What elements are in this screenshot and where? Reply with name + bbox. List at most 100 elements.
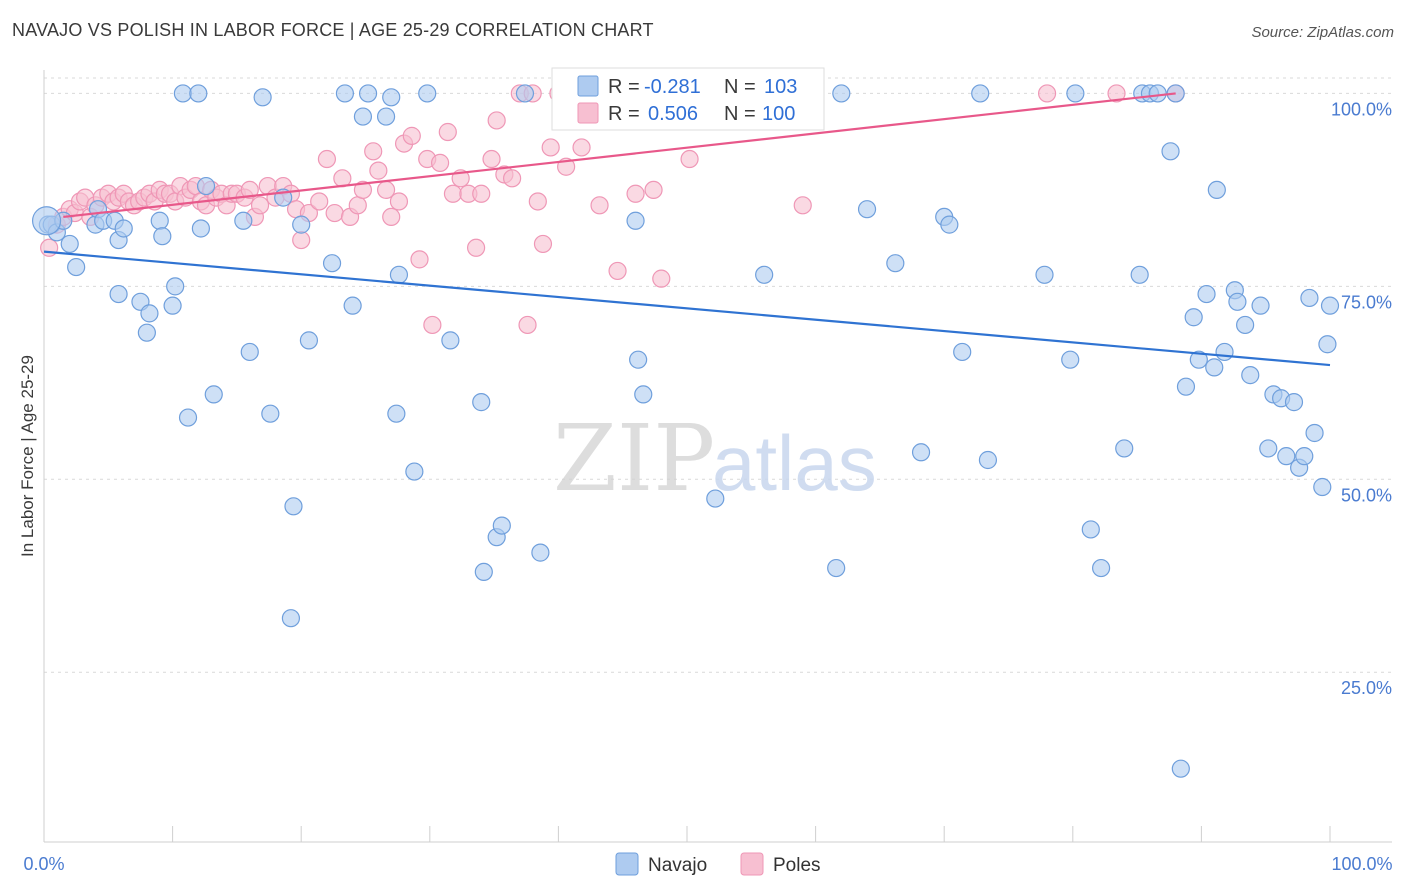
poles-point <box>402 126 421 145</box>
legend-navajo-n-value: 103 <box>764 76 797 98</box>
navajo-point <box>953 342 972 362</box>
navajo-point <box>1320 296 1340 315</box>
x-ticks <box>43 826 1331 842</box>
navajo-point <box>1236 315 1255 335</box>
poles-point <box>472 184 491 203</box>
poles-point <box>541 138 560 157</box>
navajo-point <box>67 257 86 277</box>
navajo-point <box>706 489 725 508</box>
poles-point <box>369 161 388 180</box>
series-legend-navajo-label: Navajo <box>648 855 707 876</box>
navajo-point <box>1305 423 1324 443</box>
navajo-point <box>299 331 319 350</box>
axes <box>43 70 1392 843</box>
gridlines <box>44 77 1392 673</box>
navajo-point <box>240 342 259 362</box>
navajo-point <box>1318 335 1337 354</box>
navajo-point <box>191 219 210 238</box>
navajo-point <box>978 450 998 470</box>
navajo-point <box>1176 377 1196 396</box>
y-axis-label: In Labor Force | Age 25-29 <box>18 355 37 557</box>
navajo-point <box>178 408 198 427</box>
navajo-point <box>1148 84 1167 103</box>
legend-poles-swatch <box>577 102 599 124</box>
poles-point <box>430 153 450 172</box>
navajo-point <box>634 385 653 404</box>
poles-trend-line <box>63 92 1176 219</box>
poles-point <box>590 196 609 215</box>
navajo-point <box>1081 520 1100 539</box>
navajo-point <box>335 84 355 103</box>
navajo-point <box>1091 558 1111 578</box>
y-tick-labels: 25.0% 50.0% 75.0% 100.0% <box>1331 99 1392 698</box>
navajo-point <box>1259 439 1278 458</box>
poles-point <box>443 184 463 203</box>
legend-navajo-r-label: R = <box>608 76 640 98</box>
navajo-point <box>418 84 437 103</box>
poles-point <box>382 207 401 227</box>
watermark: ZIP atlas <box>553 405 877 512</box>
source-label: Source: ZipAtlas.com <box>1251 24 1394 41</box>
y-tick-label: 100.0% <box>1331 99 1392 119</box>
poles-point <box>240 180 259 199</box>
navajo-point <box>886 254 905 273</box>
watermark-zip: ZIP <box>553 405 715 512</box>
navajo-point <box>1184 308 1203 327</box>
navajo-point <box>189 84 208 103</box>
y-tick-label: 50.0% <box>1341 485 1392 505</box>
series-legend-navajo-swatch <box>615 852 639 876</box>
poles-point <box>503 169 522 188</box>
navajo-point <box>1161 142 1180 161</box>
navajo-point <box>31 206 62 236</box>
navajo-point <box>911 443 931 462</box>
poles-point <box>1037 84 1057 103</box>
legend-poles-n-label: N = <box>724 103 756 125</box>
poles-point <box>438 122 457 142</box>
navajo-point <box>1215 342 1234 362</box>
navajo-point <box>153 227 172 246</box>
navajo-point <box>261 404 280 423</box>
correlation-legend: R = -0.281 N = 103 R = 0.506 N = 100 <box>551 67 825 131</box>
navajo-point <box>940 215 959 234</box>
poles-point <box>292 230 311 250</box>
poles-point <box>482 149 501 169</box>
poles-point <box>466 238 486 257</box>
navajo-point <box>1251 296 1270 315</box>
legend-navajo-swatch <box>577 75 599 97</box>
navajo-point <box>971 84 990 103</box>
navajo-point <box>1061 350 1080 369</box>
navajo-point <box>474 562 493 581</box>
navajo-point <box>387 404 406 423</box>
navajo-point <box>173 84 192 103</box>
poles-point <box>487 111 506 130</box>
poles-point <box>250 196 270 215</box>
x-tick-label-max: 100.0% <box>1331 854 1392 874</box>
poles-point <box>410 250 429 269</box>
navajo-point <box>163 296 182 315</box>
poles-point <box>518 315 537 335</box>
navajo-point <box>1035 265 1054 284</box>
poles-point <box>325 203 344 223</box>
navajo-point <box>1295 447 1314 466</box>
navajo-point <box>1284 393 1304 412</box>
navajo-point <box>284 497 303 516</box>
navajo-point <box>1277 447 1296 466</box>
poles-point <box>389 192 409 211</box>
navajo-point <box>343 296 362 315</box>
legend-poles-r-value: 0.506 <box>648 103 698 125</box>
navajo-point <box>204 385 223 404</box>
navajo-point <box>253 88 272 107</box>
legend-navajo-n-label: N = <box>724 76 756 98</box>
trend-lines <box>43 92 1331 367</box>
navajo-point <box>234 211 253 230</box>
navajo-point <box>1197 284 1216 304</box>
poles-point <box>533 234 553 254</box>
navajo-point <box>1207 180 1226 199</box>
navajo-point <box>358 84 378 103</box>
series-legend: Navajo Poles <box>615 852 821 876</box>
navajo-point <box>322 254 342 273</box>
navajo-trend-line <box>43 250 1331 367</box>
poles-point <box>423 315 442 335</box>
navajo-point <box>492 516 511 535</box>
